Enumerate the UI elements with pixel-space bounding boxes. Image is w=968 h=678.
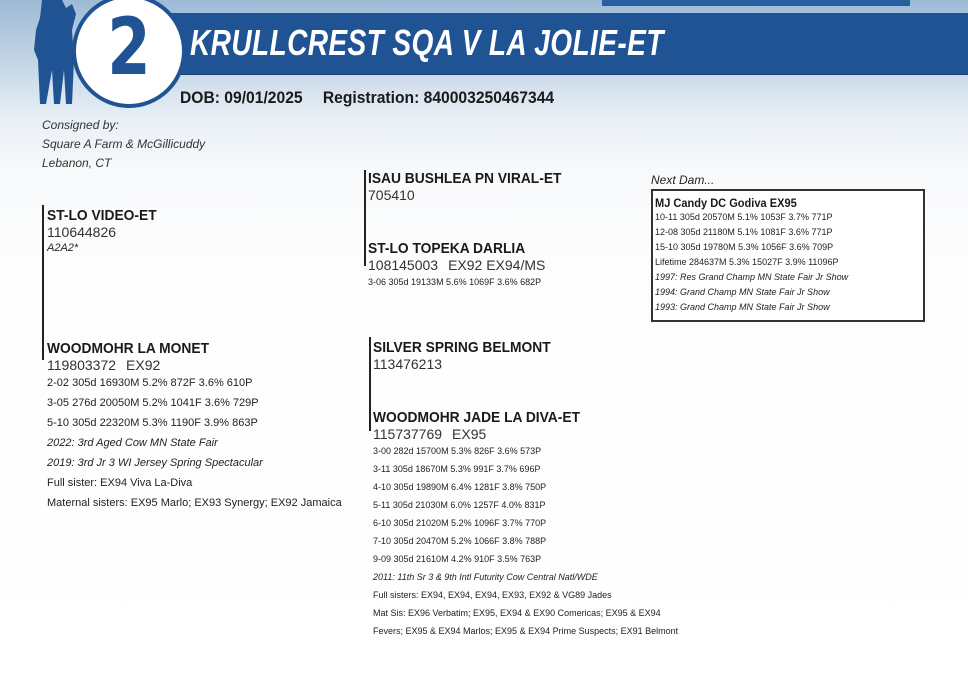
record: 3-00 282d 15700M 5.3% 826F 3.6% 573P — [373, 446, 542, 456]
record: 4-10 305d 19890M 6.4% 1281F 3.8% 750P — [373, 482, 547, 492]
record: 3-06 305d 19133M 5.6% 1069F 3.6% 682P — [368, 277, 542, 287]
dam: WOODMOHR LA MONET 119803372 EX92 2-02 305… — [47, 340, 342, 513]
award: 1993: Grand Champ MN State Fair Jr Show — [655, 302, 830, 312]
note: Full sisters: EX94, EX94, EX94, EX93, EX… — [373, 590, 612, 600]
dam-sire-reg: 113476213 — [373, 356, 443, 372]
sire-dam-reg: 108145003 — [368, 257, 439, 273]
consignor-location: Lebanon, CT — [42, 156, 112, 170]
sire-sire-reg: 705410 — [368, 187, 415, 203]
pedigree-line — [369, 337, 371, 431]
dob: DOB: 09/01/2025 — [180, 88, 303, 107]
sire-reg: 110644826 — [47, 224, 117, 240]
dam-reg: 119803372 — [47, 357, 117, 373]
sire-dam-name: ST-LO TOPEKA DARLIA — [368, 240, 526, 257]
next-dam-label: Next Dam... — [651, 173, 715, 187]
registration: Registration: 840003250467344 — [322, 88, 555, 107]
title-banner — [150, 13, 968, 75]
consignor-name: Square A Farm & McGillicuddy — [42, 137, 206, 151]
sire-sire: ISAU BUSHLEA PN VIRAL-ET 705410 — [368, 170, 578, 203]
award: 1994: Grand Champ MN State Fair Jr Show — [655, 287, 830, 297]
next-dam-name: MJ Candy DC Godiva EX95 — [655, 196, 797, 210]
note: Maternal sisters: EX95 Marlo; EX93 Syner… — [47, 497, 342, 509]
record: 6-10 305d 21020M 5.2% 1096F 3.7% 770P — [373, 518, 547, 528]
dam-dam-score: EX95 — [452, 426, 487, 442]
animal-info: DOB: 09/01/2025 Registration: 84000325046… — [180, 88, 574, 108]
note: Fevers; EX95 & EX94 Marlos; EX95 & EX94 … — [373, 626, 679, 636]
pedigree-line — [42, 205, 44, 360]
sire: ST-LO VIDEO-ET 110644826 A2A2* — [47, 207, 166, 256]
note: Mat Sis: EX96 Verbatim; EX95, EX94 & EX9… — [373, 608, 661, 618]
record: 12-08 305d 21180M 5.1% 1081F 3.6% 771P — [655, 227, 833, 237]
sire-sire-name: ISAU BUSHLEA PN VIRAL-ET — [368, 170, 562, 187]
note: Full sister: EX94 Viva La-Diva — [47, 477, 193, 489]
dam-sire: SILVER SPRING BELMONT 113476213 — [373, 339, 566, 372]
record: 3-05 276d 20050M 5.2% 1041F 3.6% 729P — [47, 397, 259, 409]
record: 2-02 305d 16930M 5.2% 872F 3.6% 610P — [47, 377, 253, 389]
award: 1997: Res Grand Champ MN State Fair Jr S… — [655, 272, 849, 282]
record: 3-11 305d 18670M 5.3% 991F 3.7% 696P — [373, 464, 541, 474]
award: 2022: 3rd Aged Cow MN State Fair — [47, 437, 218, 449]
record: 5-11 305d 21030M 6.0% 1257F 4.0% 831P — [373, 500, 546, 510]
record: 10-11 305d 20570M 5.1% 1053F 3.7% 771P — [655, 212, 833, 222]
record: 5-10 305d 22320M 5.3% 1190F 3.9% 863P — [47, 417, 258, 429]
dam-dam: WOODMOHR JADE LA DIVA-ET 115737769 EX95 3… — [373, 409, 678, 640]
header-strip — [602, 0, 910, 6]
dam-sire-name: SILVER SPRING BELMONT — [373, 339, 551, 356]
sire-note: A2A2* — [47, 242, 79, 254]
dam-dam-reg: 115737769 — [373, 426, 443, 442]
record: 9-09 305d 21610M 4.2% 910F 3.5% 763P — [373, 554, 542, 564]
pedigree-line — [364, 170, 366, 266]
dam-score: EX92 — [126, 357, 161, 373]
award: 2011: 11th Sr 3 & 9th Intl Futurity Cow … — [373, 572, 598, 582]
lot-number: 2 — [107, 3, 151, 93]
sire-dam-score: EX92 EX94/MS — [448, 257, 546, 273]
dam-name: WOODMOHR LA MONET — [47, 340, 210, 357]
lot-number-badge — [72, 0, 186, 108]
record: Lifetime 284637M 5.3% 15027F 3.9% 11096P — [655, 257, 839, 267]
cow-silhouette-icon — [34, 0, 76, 104]
record: 7-10 305d 20470M 5.2% 1066F 3.8% 788P — [373, 536, 547, 546]
consignor-label: Consigned by: — [42, 118, 119, 132]
animal-name: KRULLCREST SQA V LA JOLIE-ET — [190, 22, 664, 63]
consignor: Consigned by: Square A Farm & McGillicud… — [42, 116, 205, 173]
award: 2019: 3rd Jr 3 WI Jersey Spring Spectacu… — [47, 457, 263, 469]
dam-dam-name: WOODMOHR JADE LA DIVA-ET — [373, 409, 580, 426]
sire-name: ST-LO VIDEO-ET — [47, 207, 157, 224]
next-dam-box: MJ Candy DC Godiva EX95 10-11 305d 20570… — [651, 189, 925, 322]
sire-dam: ST-LO TOPEKA DARLIA 108145003 EX92 EX94/M… — [368, 240, 555, 291]
record: 15-10 305d 19780M 5.3% 1056F 3.6% 709P — [655, 242, 834, 252]
